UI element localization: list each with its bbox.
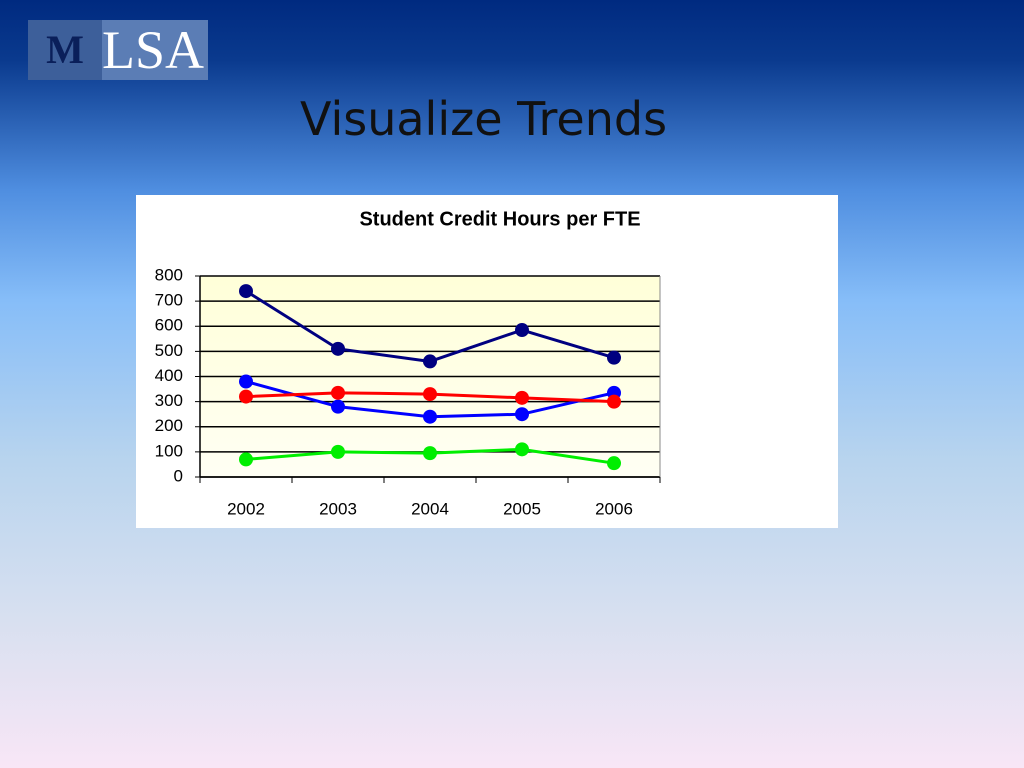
y-tick-label: 600 [155,316,183,335]
data-point [423,446,437,461]
data-point [607,394,621,409]
slide-title: Visualize Trends [300,92,668,146]
data-point [423,354,437,369]
data-point [331,444,345,459]
x-tick-label: 2006 [595,499,633,518]
logo-mark: M [28,20,102,80]
data-point [607,350,621,365]
data-point [423,387,437,402]
data-point [239,374,253,389]
data-point [515,442,529,457]
data-point [423,409,437,424]
logo: M LSA [28,20,208,80]
y-tick-label: 700 [155,291,183,310]
data-point [331,399,345,414]
x-tick-label: 2002 [227,499,265,518]
x-tick-label: 2004 [411,499,449,518]
y-tick-label: 200 [155,416,183,435]
data-point [239,452,253,467]
y-tick-label: 500 [155,341,183,360]
x-tick-label: 2005 [503,499,541,518]
data-point [515,390,529,405]
data-point [515,407,529,422]
data-point [331,385,345,400]
y-tick-label: 800 [155,265,183,284]
data-point [239,284,253,299]
data-point [239,389,253,404]
y-tick-label: 400 [155,366,183,385]
data-point [331,341,345,356]
y-tick-label: 300 [155,391,183,410]
x-tick-label: 2003 [319,499,357,518]
chart-title: Student Credit Hours per FTE [359,208,640,230]
y-tick-label: 100 [155,441,183,460]
logo-text: LSA [102,20,205,80]
y-tick-label: 0 [174,466,183,485]
data-point [607,456,621,471]
data-point [515,323,529,338]
